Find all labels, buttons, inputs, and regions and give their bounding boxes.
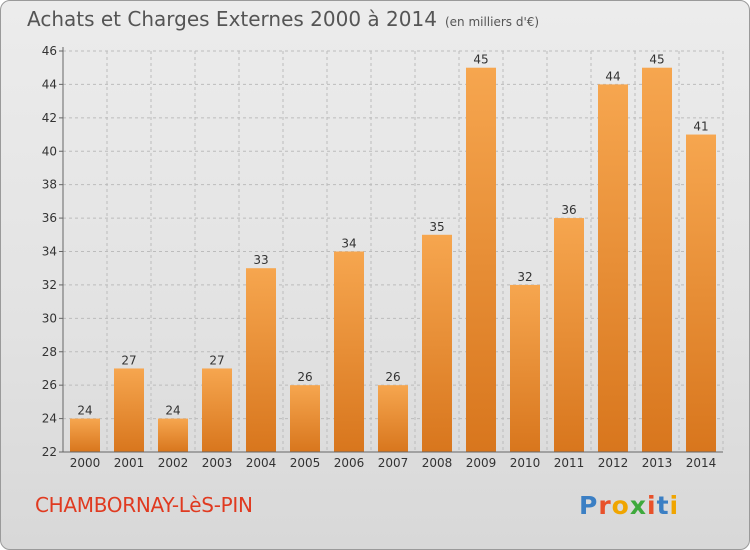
bar — [378, 385, 408, 452]
x-tick-label: 2007 — [378, 456, 409, 470]
bar-value-label: 26 — [297, 370, 312, 384]
bar-value-label: 35 — [429, 220, 444, 234]
bar — [158, 418, 188, 452]
x-tick-label: 2003 — [202, 456, 233, 470]
proxiti-logo[interactable]: Proxiti — [579, 491, 679, 520]
bar-value-label: 27 — [121, 353, 136, 367]
data-labels: 24 27 24 27 33 26 34 26 35 45 32 36 44 45 41 — [77, 53, 708, 418]
logo-letter: P — [579, 491, 599, 520]
chart-unit: (en milliers d'€) — [444, 15, 540, 29]
y-tick-label: 22 — [42, 445, 57, 459]
x-tick-label: 2005 — [290, 456, 321, 470]
y-tick-label: 40 — [42, 144, 57, 158]
bar — [290, 385, 320, 452]
x-tick-label: 2006 — [334, 456, 365, 470]
bar-value-label: 45 — [473, 53, 488, 67]
y-tick-label: 24 — [42, 412, 57, 426]
logo-letter: i — [647, 491, 657, 520]
bar-value-label: 44 — [605, 69, 620, 83]
y-tick-label: 34 — [42, 245, 57, 259]
y-tick-label: 36 — [42, 211, 57, 225]
commune-name: CHAMBORNAY-LèS-PIN — [35, 493, 253, 517]
bar — [202, 368, 232, 452]
x-tick-label: 2014 — [686, 456, 717, 470]
chart-title-text: Achats et Charges Externes 2000 à 2014 — [27, 7, 437, 31]
y-tick-label: 28 — [42, 345, 57, 359]
y-tick-label: 44 — [42, 77, 57, 91]
x-tick-label: 2013 — [642, 456, 673, 470]
bar — [114, 368, 144, 452]
x-tick-label: 2008 — [422, 456, 453, 470]
bar-value-label: 32 — [517, 270, 532, 284]
y-tick-label: 46 — [42, 44, 57, 58]
logo-letter: r — [598, 491, 612, 520]
chart-title: Achats et Charges Externes 2000 à 2014 (e… — [27, 7, 539, 31]
bar-value-label: 24 — [165, 404, 180, 418]
bar-value-label: 24 — [77, 404, 92, 418]
bar-value-label: 34 — [341, 237, 356, 251]
axes: 22 24 26 28 30 32 34 36 38 40 42 44 46 2000 2001 2002 20… — [42, 44, 723, 470]
y-tick-label: 42 — [42, 111, 57, 125]
y-tick-label: 38 — [42, 178, 57, 192]
x-tick-label: 2010 — [510, 456, 541, 470]
bar — [70, 418, 100, 452]
x-tick-label: 2011 — [554, 456, 585, 470]
logo-letter: t — [656, 491, 670, 520]
bar — [598, 84, 628, 453]
x-tick-label: 2002 — [158, 456, 189, 470]
bar — [686, 134, 716, 452]
logo-letter: o — [611, 491, 630, 520]
logo-letter: i — [669, 491, 680, 520]
bar-value-label: 45 — [649, 53, 664, 67]
bar-value-label: 41 — [693, 120, 708, 134]
x-tick-label: 2000 — [70, 456, 101, 470]
bar — [554, 218, 584, 452]
x-tick-label: 2009 — [466, 456, 497, 470]
y-tick-label: 26 — [42, 378, 57, 392]
y-tick-label: 30 — [42, 311, 57, 325]
bars — [70, 67, 716, 453]
x-tick-label: 2001 — [114, 456, 145, 470]
logo-letter: x — [629, 491, 647, 520]
x-tick-label: 2004 — [246, 456, 277, 470]
y-tick-label: 32 — [42, 278, 57, 292]
bar — [246, 268, 276, 452]
bar — [334, 251, 364, 452]
bar-value-label: 27 — [209, 353, 224, 367]
bar — [510, 284, 540, 452]
bar — [466, 67, 496, 452]
x-tick-label: 2012 — [598, 456, 629, 470]
bar — [642, 67, 672, 452]
bar-value-label: 36 — [561, 203, 576, 217]
bar-value-label: 33 — [253, 253, 268, 267]
bar-value-label: 26 — [385, 370, 400, 384]
bar — [422, 234, 452, 452]
